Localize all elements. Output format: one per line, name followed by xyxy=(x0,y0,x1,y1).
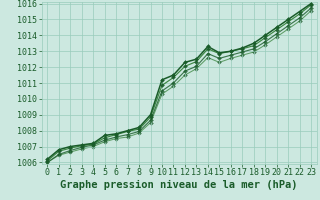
X-axis label: Graphe pression niveau de la mer (hPa): Graphe pression niveau de la mer (hPa) xyxy=(60,180,298,190)
